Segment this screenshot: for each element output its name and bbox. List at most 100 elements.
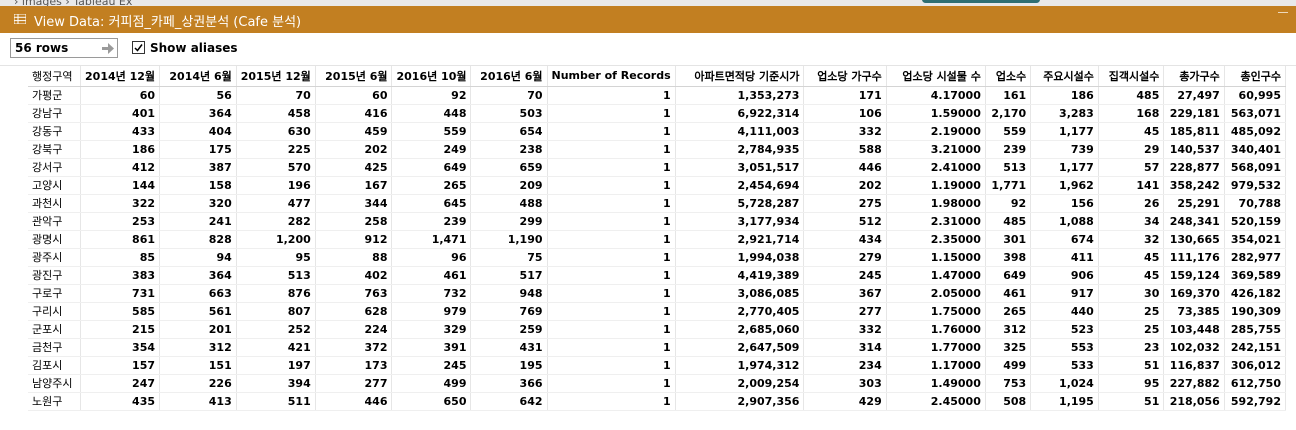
column-header[interactable]: 2014년 12월: [80, 66, 161, 87]
column-header[interactable]: Number of Records: [547, 66, 676, 87]
table-cell: 429: [803, 392, 887, 411]
column-header[interactable]: 2014년 6월: [159, 66, 237, 87]
column-header[interactable]: 총가구수: [1163, 66, 1225, 87]
table-cell: 1.47000: [886, 266, 986, 285]
table-cell: 559: [985, 122, 1032, 141]
rows-count-label: 56 rows: [15, 41, 69, 55]
table-cell: 807: [236, 302, 316, 321]
row-label-cell: 김포시: [28, 356, 82, 375]
data-table-container[interactable]: 행정구역 2014년 12월 2014년 6월 2015년 12월 2015년 6월 20…: [28, 66, 1286, 430]
table-cell: 224: [315, 320, 393, 339]
background-breadcrumb: › images › Tableau Ex: [14, 0, 133, 8]
table-cell: 4,419,389: [675, 266, 805, 285]
table-cell: 60,995: [1224, 86, 1286, 105]
table-cell: 30: [1098, 284, 1165, 303]
table-cell: 1,962: [1030, 176, 1099, 195]
table-cell: 448: [391, 104, 472, 123]
column-header[interactable]: 주요시설수: [1030, 66, 1099, 87]
table-cell: 1: [547, 392, 676, 411]
table-cell: 1: [547, 266, 676, 285]
table-cell: 141: [1098, 176, 1165, 195]
table-cell: 1: [547, 140, 676, 159]
table-cell: 570: [236, 158, 316, 177]
table-cell: 92: [985, 194, 1032, 213]
table-row[interactable]: 고양시 144 158 196 167 265 209 1 2,454,694 202 1.1900…: [28, 176, 1286, 195]
table-cell: 585: [80, 302, 161, 321]
table-cell: 1,177: [1030, 158, 1099, 177]
table-cell: 612,750: [1224, 374, 1286, 393]
table-cell: 559: [391, 122, 472, 141]
table-cell: 1: [547, 212, 676, 231]
table-body: 가평군 60 56 70 60 92 70 1 1,353,273 171 4.17000 161 18…: [28, 86, 1286, 411]
row-label-cell: 남양주시: [28, 374, 82, 393]
table-cell: 421: [236, 338, 316, 357]
table-row[interactable]: 강북구 186 175 225 202 249 238 1 2,784,935 588 3.2100…: [28, 140, 1286, 159]
table-cell: 226: [159, 374, 237, 393]
column-header[interactable]: 2016년 6월: [470, 66, 548, 87]
table-cell: 320: [159, 194, 237, 213]
column-header[interactable]: 2016년 10월: [391, 66, 472, 87]
column-header[interactable]: 행정구역: [28, 66, 82, 87]
column-header[interactable]: 2015년 12월: [236, 66, 316, 87]
table-cell: 27,497: [1163, 86, 1225, 105]
column-header[interactable]: 2015년 6월: [315, 66, 393, 87]
title-bar[interactable]: View Data: 커피점_카페_상권분석 (Cafe 분석): [0, 6, 1296, 33]
column-header[interactable]: 업소당 시설물 수: [886, 66, 986, 87]
table-row[interactable]: 광주시 85 94 95 88 96 75 1 1,994,038 279 1.15000 398 41…: [28, 248, 1286, 267]
table-cell: 196: [236, 176, 316, 195]
table-row[interactable]: 가평군 60 56 70 60 92 70 1 1,353,273 171 4.17000 161 18…: [28, 86, 1286, 105]
column-header[interactable]: 총인구수: [1224, 66, 1286, 87]
table-cell: 401: [80, 104, 161, 123]
table-row[interactable]: 광진구 383 364 513 402 461 517 1 4,419,389 245 1.4700…: [28, 266, 1286, 285]
table-cell: 202: [315, 140, 393, 159]
table-row[interactable]: 구리시 585 561 807 628 979 769 1 2,770,405 277 1.7500…: [28, 302, 1286, 321]
table-cell: 1.76000: [886, 320, 986, 339]
table-row[interactable]: 남양주시 247 226 394 277 499 366 1 2,009,254 303 1.490…: [28, 374, 1286, 393]
table-cell: 917: [1030, 284, 1099, 303]
table-cell: 245: [391, 356, 472, 375]
table-cell: 23: [1098, 338, 1165, 357]
table-cell: 248,341: [1163, 212, 1225, 231]
column-header[interactable]: 집객시설수: [1098, 66, 1165, 87]
column-header[interactable]: 업소수: [985, 66, 1032, 87]
table-row[interactable]: 관악구 253 241 282 258 239 299 1 3,177,934 512 2.3100…: [28, 212, 1286, 231]
table-row[interactable]: 금천구 354 312 421 372 391 431 1 2,647,509 314 1.7700…: [28, 338, 1286, 357]
table-cell: 513: [236, 266, 316, 285]
table-cell: 628: [315, 302, 393, 321]
table-cell: 440: [1030, 302, 1099, 321]
table-cell: 197: [236, 356, 316, 375]
table-cell: 1,974,312: [675, 356, 805, 375]
table-row[interactable]: 강동구 433 404 630 459 559 654 1 4,111,003 332 2.1900…: [28, 122, 1286, 141]
table-cell: 56: [159, 86, 237, 105]
checkmark-icon: [134, 44, 143, 52]
row-label-cell: 가평군: [28, 86, 82, 105]
table-row[interactable]: 강남구 401 364 458 416 448 503 1 6,922,314 106 1.5900…: [28, 104, 1286, 123]
table-cell: 190,309: [1224, 302, 1286, 321]
table-row[interactable]: 노원구 435 413 511 446 650 642 1 2,907,356 429 2.4500…: [28, 392, 1286, 411]
table-cell: 96: [391, 248, 472, 267]
table-cell: 249: [391, 140, 472, 159]
table-cell: 674: [1030, 230, 1099, 249]
arrow-right-icon[interactable]: [102, 43, 114, 54]
table-row[interactable]: 군포시 215 201 252 224 329 259 1 2,685,060 332 1.7600…: [28, 320, 1286, 339]
table-cell: 159,124: [1163, 266, 1225, 285]
table-cell: 303: [803, 374, 887, 393]
table-row[interactable]: 강서구 412 387 570 425 649 659 1 3,051,517 446 2.4100…: [28, 158, 1286, 177]
column-header[interactable]: 아파트면적당 기준시가: [675, 66, 805, 87]
table-row[interactable]: 과천시 322 320 477 344 645 488 1 5,728,287 275 1.9800…: [28, 194, 1286, 213]
rows-count-field[interactable]: 56 rows: [10, 38, 118, 58]
table-row[interactable]: 광명시 861 828 1,200 912 1,471 1,190 1 2,921,714 434…: [28, 230, 1286, 249]
table-cell: 1.17000: [886, 356, 986, 375]
table-row[interactable]: 구로구 731 663 876 763 732 948 1 3,086,085 367 2.0500…: [28, 284, 1286, 303]
show-aliases-checkbox[interactable]: [132, 41, 145, 54]
table-row[interactable]: 김포시 157 151 197 173 245 195 1 1,974,312 234 1.1700…: [28, 356, 1286, 375]
row-label-cell: 군포시: [28, 320, 82, 339]
table-cell: 258: [315, 212, 393, 231]
table-cell: 325: [985, 338, 1032, 357]
table-cell: 151: [159, 356, 237, 375]
table-cell: 1: [547, 356, 676, 375]
table-cell: 265: [391, 176, 472, 195]
table-cell: 241: [159, 212, 237, 231]
minimize-icon[interactable]: [1278, 12, 1288, 13]
column-header[interactable]: 업소당 가구수: [803, 66, 887, 87]
